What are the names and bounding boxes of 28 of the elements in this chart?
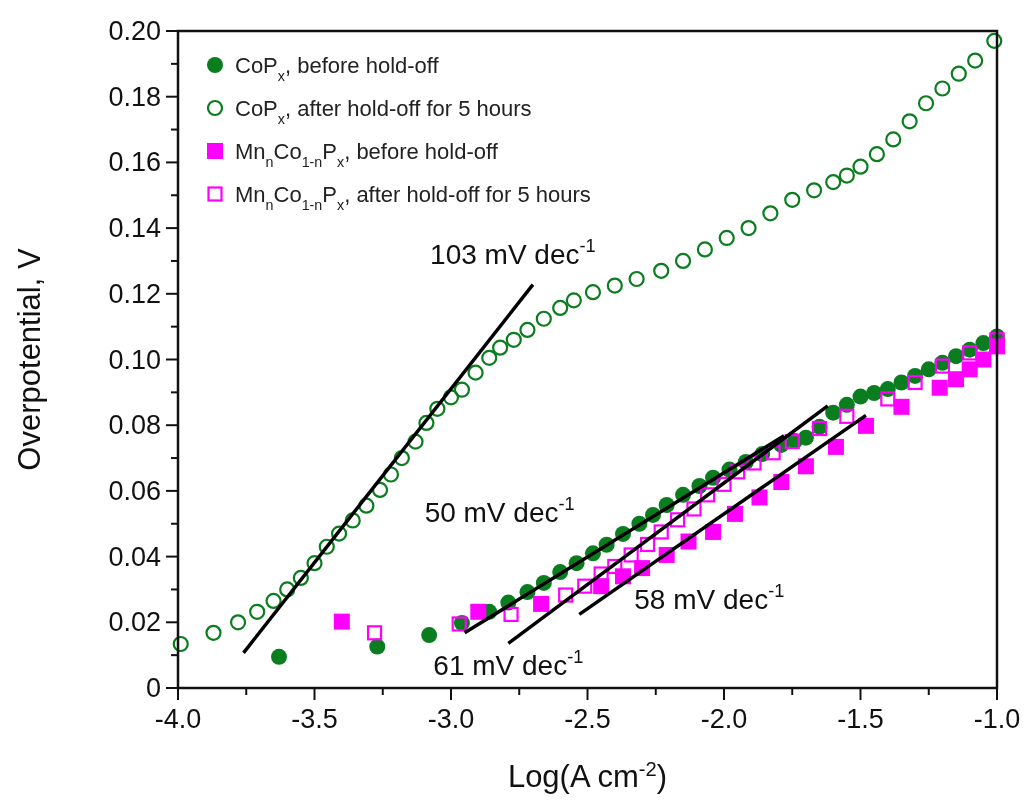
y-tick-label: 0.06 <box>108 475 161 506</box>
x-axis-title: Log(A cm$^{-2}$) <box>507 758 668 794</box>
y-tick-label: 0 <box>145 673 161 703</box>
legend-label: CoP$_{x}$, before hold-off <box>235 53 440 84</box>
y-tick-label: 0.14 <box>108 213 161 244</box>
legend-label: Mn$_{n}$Co$_{1-n}$P$_{x}$, before hold-off <box>235 139 499 170</box>
x-tick-label: -3.5 <box>291 704 338 734</box>
y-tick-label: 0.08 <box>108 410 161 441</box>
y-axis-title: Overpotential, V <box>12 248 47 471</box>
annotation: 103 mV dec$^{-1}$ <box>430 235 596 270</box>
x-tick-label: -4.0 <box>154 704 202 734</box>
y-tick-label: 0.18 <box>108 81 161 112</box>
x-tick-label: -2.5 <box>564 704 611 734</box>
x-tick-label: -1.0 <box>973 704 1021 734</box>
legend-label: Mn$_{n}$Co$_{1-n}$P$_{x}$, after hold-off for 5 hours <box>235 182 591 213</box>
legend-label: CoP$_{x}$, after hold-off for 5 hours <box>235 96 532 127</box>
x-tick-label: -1.5 <box>837 704 884 734</box>
y-tick-label: 0.04 <box>108 541 161 572</box>
x-tick-label: -2.0 <box>700 704 748 734</box>
x-tick-label: -3.0 <box>427 704 475 734</box>
y-tick-label: 0.20 <box>108 16 161 46</box>
annotation: 50 mV dec$^{-1}$ <box>424 493 575 529</box>
annotation: 61 mV dec$^{-1}$ <box>433 647 584 682</box>
y-tick-label: 0.12 <box>108 278 161 309</box>
y-tick-label: 0.16 <box>108 147 161 178</box>
annotation: 58 mV dec$^{-1}$ <box>634 581 785 616</box>
y-tick-label: 0.02 <box>108 607 161 638</box>
y-tick-label: 0.10 <box>108 344 161 375</box>
